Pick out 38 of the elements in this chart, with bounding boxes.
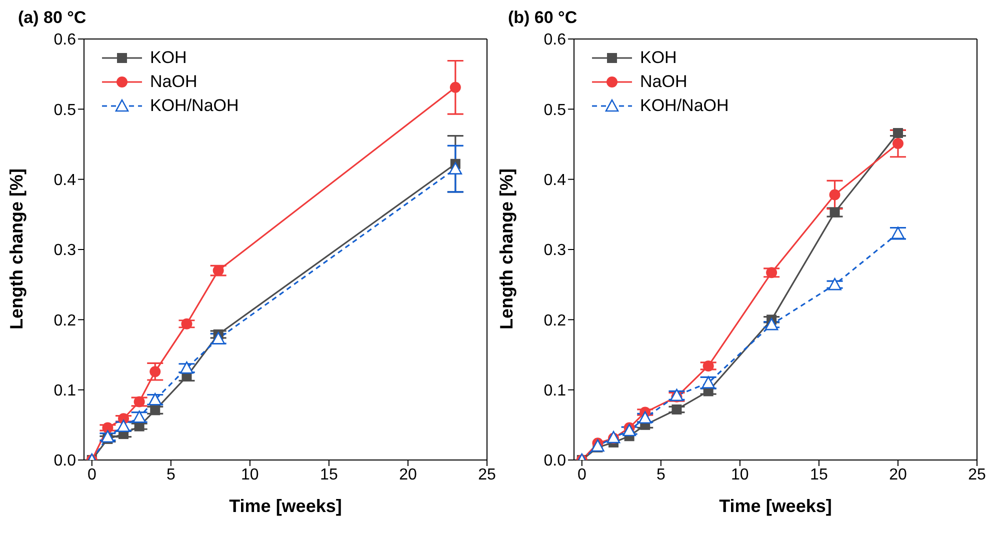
y-axis-title: Length change [%] [496,168,516,330]
y-tick-label: 0.2 [544,312,566,330]
chart-title: (a) 80 °C [18,8,86,28]
x-tick-label: 0 [577,466,586,484]
x-axis-title: Time [weeks] [229,496,342,516]
x-tick-label: 5 [656,466,666,484]
x-tick-label: 0 [87,466,96,484]
y-tick-label: 0.5 [54,102,76,119]
x-tick-label: 10 [731,466,749,484]
legend-label: KOH/NaOH [150,96,239,116]
x-tick-label: 15 [320,466,338,484]
y-tick-label: 0.4 [544,172,566,190]
x-axis-title: Time [weeks] [719,496,832,516]
x-tick-label: 25 [968,466,986,484]
y-axis-title: Length change [%] [6,168,26,330]
x-tick-label: 20 [889,466,907,484]
y-tick-label: 0.5 [544,102,566,119]
y-tick-label: 0.3 [544,242,566,260]
y-tick-label: 0.0 [54,452,76,470]
x-tick-label: 15 [810,466,828,484]
y-tick-label: 0.4 [54,172,76,190]
x-tick-label: 5 [166,466,176,484]
legend-label: NaOH [150,72,198,92]
x-tick-label: 20 [399,466,417,484]
legend-label: KOH [150,48,187,68]
x-tick-label: 10 [241,466,259,484]
legend-label: KOH/NaOH [640,96,729,116]
y-tick-label: 0.2 [54,312,76,330]
y-tick-label: 0.0 [544,452,566,470]
y-tick-label: 0.6 [544,32,566,49]
x-tick-label: 25 [478,466,496,484]
y-tick-label: 0.3 [54,242,76,260]
legend-label: NaOH [640,72,688,92]
y-tick-label: 0.1 [54,382,76,400]
y-tick-label: 0.6 [54,32,76,49]
y-tick-label: 0.1 [544,382,566,400]
legend-label: KOH [640,48,677,68]
chart-title: (b) 60 °C [508,8,578,28]
